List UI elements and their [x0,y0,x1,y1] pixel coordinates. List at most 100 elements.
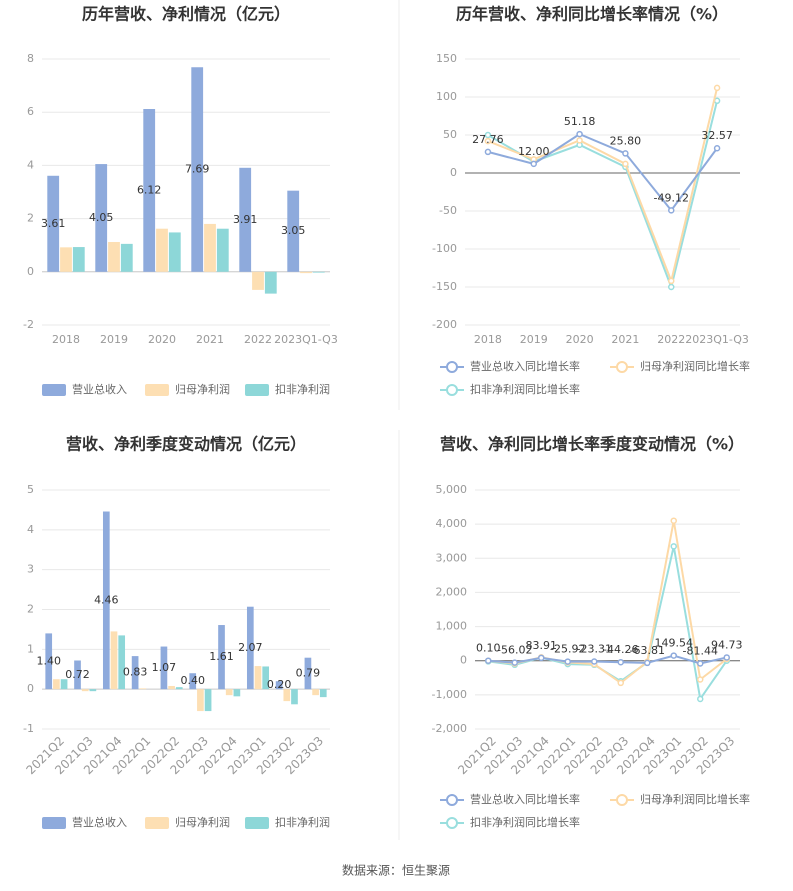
y-tick-label: 4 [27,158,34,171]
bar [47,175,60,272]
x-tick-label: 2021 [611,333,639,346]
point [668,277,675,285]
bar [160,646,168,690]
point [617,679,624,687]
point [576,130,583,138]
legend-swatch [616,361,628,373]
point [697,695,704,703]
chart-title: 营收、净利季度变动情况（亿元） [66,435,306,454]
bar [264,271,277,294]
bar [131,656,139,690]
y-tick-label: 100 [436,90,457,103]
legend-label: 归母净利润同比增长率 [640,359,750,373]
legend-swatch [145,384,169,396]
y-tick-label: 1,000 [436,620,468,633]
bar [275,681,283,690]
x-tick-label: 2018 [474,333,502,346]
series-line [487,87,719,285]
legend-swatch [446,817,458,829]
bar [191,67,204,272]
legend-swatch [446,384,458,396]
point [644,659,651,667]
data-label: 1.07 [152,661,177,674]
legend-label: 归母净利润 [175,382,230,396]
legend-label: 营业总收入 [72,815,127,829]
point [484,137,492,145]
bar [252,271,264,290]
series-line [488,654,727,665]
y-tick-label: -50 [439,204,457,217]
x-tick-label: 2019 [520,333,548,346]
x-tick-label: 2022 [244,333,272,346]
y-tick-label: 2,000 [436,585,468,598]
y-tick-label: -150 [432,280,457,293]
x-tick-label: 2022 [657,333,685,346]
y-tick-label: 5,000 [436,483,468,496]
bar [233,689,241,697]
legend-label: 扣非净利润 [275,815,330,829]
y-tick-label: -100 [432,242,457,255]
y-tick-label: -200 [432,318,457,331]
bar [312,271,325,273]
legend-swatch [245,384,269,396]
legend-swatch [245,817,269,829]
data-label: 3.61 [41,217,66,230]
series-line [488,520,728,685]
point [484,131,492,139]
bar [81,689,89,692]
point [591,658,598,665]
bar [304,657,312,690]
data-label: 0.83 [123,666,148,679]
bar [89,689,97,692]
bar [120,243,133,272]
bar [118,635,126,690]
y-tick-label: 4,000 [436,517,468,530]
x-tick-label: 2020 [566,333,594,346]
data-label: 0.79 [296,666,321,679]
x-tick-label: 2023Q1-Q3 [274,333,338,346]
bar [60,247,72,272]
bar [74,660,81,690]
legend-label: 扣非净利润同比增长率 [470,382,580,396]
data-label: 1.40 [36,654,61,667]
y-tick-label: 0 [450,166,457,179]
legend-swatch [145,817,169,829]
data-label: -63.81 [630,644,665,657]
y-tick-label: 50 [443,128,457,141]
data-label: 0.20 [267,678,292,691]
y-tick-label: 150 [436,52,457,65]
data-label: 83.91 [526,639,558,652]
y-tick-label: 3 [27,563,34,576]
point [668,283,675,291]
legend-label: 营业总收入同比增长率 [470,792,580,806]
y-tick-label: 8 [27,52,34,65]
data-label: 0.40 [180,674,205,687]
data-label: -56.02 [497,644,532,657]
legend-label: 归母净利润 [175,815,230,829]
bar [291,689,298,705]
point [617,658,624,666]
bar [110,631,118,690]
y-tick-label: -1,000 [432,688,467,701]
point [622,160,629,168]
bar [262,666,270,690]
data-label: -44.26 [603,643,638,656]
legend-swatch [42,817,66,829]
bar [287,190,300,272]
bar [225,689,233,696]
data-label: 51.18 [564,115,596,128]
data-label: 149.54 [655,637,694,650]
legend-label: 归母净利润同比增长率 [640,792,750,806]
bar [197,689,204,712]
point [670,652,677,659]
bar [300,271,312,274]
point [530,160,537,168]
bar [143,109,156,272]
bar [319,689,327,698]
data-label: -25.92 [550,643,585,656]
point [668,207,675,214]
series-line [487,132,718,212]
point [670,543,677,550]
data-label: -81.44 [683,644,718,657]
legend-swatch [446,361,458,373]
